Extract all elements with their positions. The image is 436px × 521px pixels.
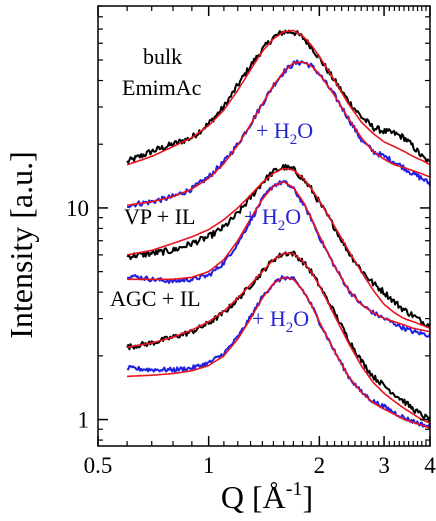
- y-axis-title: Intensity [a.u.]: [3, 151, 39, 339]
- x-axis-title-sup: -1: [286, 478, 303, 500]
- water-prefix: + H: [256, 118, 290, 143]
- series-agc-measured: [126, 250, 431, 423]
- annotation-bulk: bulk: [143, 44, 182, 69]
- x-tick-label: 1: [203, 453, 215, 478]
- series-layer: [126, 29, 431, 429]
- water-suffix: O: [285, 204, 301, 229]
- annotation-vp-il: VP + IL: [124, 204, 195, 229]
- x-tick-label: 2: [314, 453, 326, 478]
- water-prefix: + H: [244, 204, 278, 229]
- series-agc-fit: [126, 252, 431, 425]
- x-tick-label: 3: [378, 453, 390, 478]
- series-agc_h2o-fit: [127, 276, 431, 429]
- water-sub: 2: [286, 320, 294, 336]
- series-bulk-measured: [126, 29, 431, 164]
- y-tick-label: 10: [66, 196, 89, 221]
- axis-layer: 0.5 1 2 3 4 1 10: [66, 5, 436, 478]
- x-tick-label: 0.5: [84, 453, 113, 478]
- annotation-vp-water: + H2O: [244, 204, 301, 234]
- series-bulk-fit: [126, 29, 431, 166]
- x-axis-title-close: ]: [302, 479, 313, 515]
- y-tick-label: 1: [78, 408, 90, 433]
- annotation-bulk-water: + H2O: [256, 118, 313, 148]
- series-bulk_h2o-fit: [127, 61, 431, 206]
- series-vp-fit: [126, 167, 431, 330]
- x-axis-title: Q [Å-1]: [221, 478, 313, 515]
- water-suffix: O: [293, 306, 309, 331]
- annotation-agc-water: + H2O: [252, 306, 309, 336]
- water-suffix: O: [297, 118, 313, 143]
- water-sub: 2: [290, 132, 298, 148]
- x-tick-label: 4: [424, 453, 436, 478]
- x-axis-title-main: Q [Å: [221, 479, 286, 515]
- plot-frame: [97, 5, 431, 447]
- annotation-emimac: EmimAc: [122, 75, 202, 100]
- water-sub: 2: [278, 218, 286, 234]
- series-vp_h2o-fit: [127, 181, 431, 333]
- annotation-agc-il: AGC + IL: [110, 286, 201, 311]
- water-prefix: + H: [252, 306, 286, 331]
